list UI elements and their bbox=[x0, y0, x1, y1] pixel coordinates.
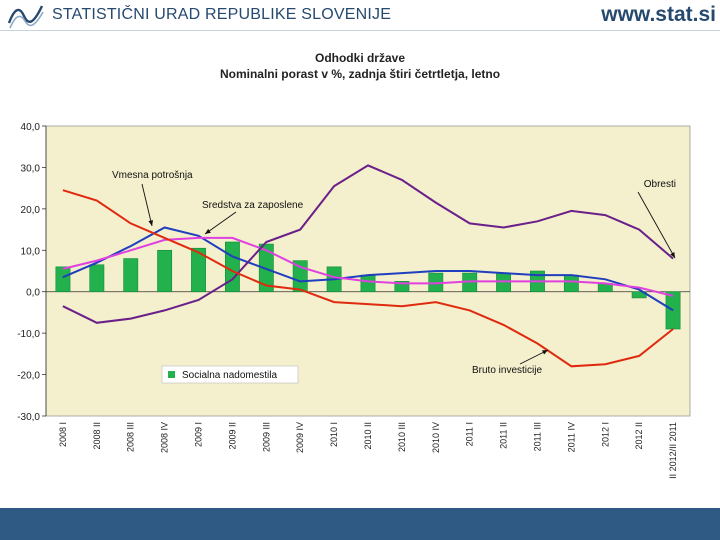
x-tick-label: 2009 IV bbox=[295, 422, 305, 453]
y-tick-label: 10,0 bbox=[21, 246, 41, 257]
bar bbox=[563, 274, 579, 293]
x-tick-label: 2009 II bbox=[227, 422, 237, 450]
x-tick-label: 2010 IV bbox=[431, 422, 441, 453]
annotation-arrowhead bbox=[670, 252, 675, 258]
legend-label: Socialna nadomestila bbox=[182, 370, 277, 381]
x-tick-label: 2011 IV bbox=[566, 422, 576, 452]
x-tick-label: 2008 IV bbox=[160, 422, 170, 453]
stat-logo-icon bbox=[7, 5, 44, 29]
annotation-label: Sredstva za zaposlene bbox=[202, 200, 304, 211]
series-line-vmesna-potro-nja bbox=[62, 226, 674, 312]
bar bbox=[225, 241, 240, 293]
chart-title-block: Odhodki države Nominalni porast v %, zad… bbox=[0, 50, 720, 82]
y-tick-label: 30,0 bbox=[21, 163, 41, 174]
bar bbox=[55, 266, 71, 293]
annotation-arrowhead bbox=[148, 220, 153, 226]
x-tick-label: 2011 II bbox=[499, 422, 509, 449]
x-tick-label: 2009 III bbox=[261, 422, 271, 452]
series-line-obresti bbox=[62, 164, 674, 324]
x-tick-label: II 2012/II 2011 bbox=[668, 422, 678, 479]
x-tick-label: 2008 II bbox=[92, 422, 102, 450]
organization-name: STATISTIČNI URAD REPUBLIKE SLOVENIJE bbox=[52, 6, 392, 23]
plot-area bbox=[45, 125, 691, 417]
chart-title: Odhodki države bbox=[314, 51, 406, 65]
legend-swatch bbox=[168, 371, 175, 378]
annotation-label: Obresti bbox=[644, 179, 676, 190]
series-line-bruto-investicije bbox=[62, 189, 674, 368]
annotation-arrow bbox=[204, 211, 237, 235]
bar bbox=[394, 281, 410, 293]
annotation-arrow bbox=[141, 183, 153, 227]
header-divider bbox=[0, 30, 720, 31]
chart-subtitle: Nominalni porast v %, zadnja štiri četrt… bbox=[219, 67, 501, 81]
bar bbox=[157, 249, 173, 293]
bar bbox=[123, 258, 139, 293]
series-line-sredstva-za-zaposlene bbox=[62, 236, 674, 297]
legend-box bbox=[161, 365, 299, 384]
x-tick-label: 2012 I bbox=[600, 422, 610, 447]
annotation-arrowhead bbox=[205, 228, 211, 234]
y-tick-label: -20,0 bbox=[17, 371, 40, 382]
bar bbox=[191, 247, 206, 293]
website-link[interactable]: www.stat.si bbox=[601, 3, 716, 26]
x-tick-label: 2010 I bbox=[329, 422, 339, 447]
x-tick-label: 2012 II bbox=[634, 422, 644, 450]
x-tick-label: 2009 I bbox=[194, 422, 204, 447]
y-tick-label: 40,0 bbox=[21, 122, 41, 133]
y-tick-label: 0,0 bbox=[26, 288, 40, 299]
footer-bar bbox=[0, 508, 720, 540]
annotation-label: Vmesna potrošnja bbox=[112, 170, 193, 181]
y-tick-label: -30,0 bbox=[17, 412, 40, 423]
x-tick-label: 2008 III bbox=[126, 422, 136, 452]
x-tick-label: 2010 II bbox=[363, 422, 373, 450]
bar bbox=[89, 264, 105, 293]
header: STATISTIČNI URAD REPUBLIKE SLOVENIJE www… bbox=[0, 0, 720, 32]
x-tick-label: 2011 III bbox=[532, 422, 542, 451]
annotation-arrowhead bbox=[542, 350, 548, 355]
bar bbox=[360, 274, 376, 293]
y-tick-label: -10,0 bbox=[17, 329, 40, 340]
chart: 40,0 30,0 20,0 10,0 0,0 -10,0 -20,0 -30,0 2008 I… bbox=[17, 122, 691, 479]
annotation-label: Bruto investicije bbox=[472, 365, 542, 376]
x-tick-label: 2010 III bbox=[397, 422, 407, 452]
x-tick-label: 2008 I bbox=[58, 422, 68, 447]
annotation-arrow bbox=[637, 191, 676, 259]
y-tick-label: 20,0 bbox=[21, 205, 41, 216]
x-tick-label: 2011 I bbox=[465, 422, 475, 446]
